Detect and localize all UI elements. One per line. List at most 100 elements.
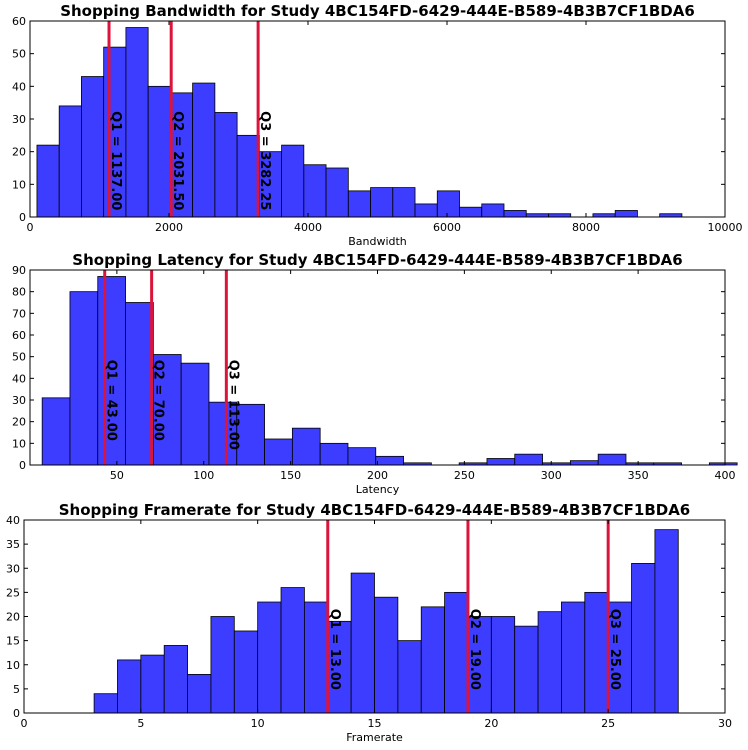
y-tick-label: 50 (12, 351, 26, 364)
histogram-bar (187, 674, 212, 714)
x-tick-label: 0 (21, 717, 28, 730)
quartile-label-q2: Q2 = 70.00 (151, 360, 166, 441)
chart-2: Shopping Latency for Study 4BC154FD-6429… (12, 251, 738, 496)
histogram-bar (374, 596, 399, 714)
quartile-label-q2: Q2 = 19.00 (467, 609, 482, 690)
histogram-bar (490, 616, 516, 714)
histogram-bar (420, 606, 446, 714)
x-tick-label: 50 (110, 469, 124, 482)
x-tick-label: 30 (718, 717, 732, 730)
histogram-bar (236, 134, 260, 218)
histogram-bar (370, 187, 394, 218)
x-axis-label: Latency (356, 483, 400, 496)
histogram-bar (257, 601, 282, 714)
chart-title: Shopping Bandwidth for Study 4BC154FD-64… (60, 2, 695, 20)
histogram-bar (147, 85, 171, 218)
histogram-bar (584, 591, 609, 714)
y-tick-label: 10 (12, 437, 26, 450)
x-tick-label: 0 (27, 221, 34, 234)
histogram-bar (41, 397, 71, 466)
histogram-bar (347, 447, 377, 466)
x-axis-label: Bandwidth (348, 235, 407, 248)
y-tick-label: 35 (6, 538, 20, 551)
y-tick-label: 90 (12, 264, 26, 277)
x-tick-label: 20 (484, 717, 498, 730)
x-tick-label: 4000 (294, 221, 322, 234)
x-axis-label: Framerate (346, 731, 403, 744)
y-tick-label: 40 (12, 372, 26, 385)
y-tick-label: 30 (12, 113, 26, 126)
y-tick-label: 10 (12, 178, 26, 191)
histogram-bar (180, 362, 210, 466)
y-tick-label: 10 (6, 659, 20, 672)
y-tick-label: 20 (6, 611, 20, 624)
chart-title: Shopping Latency for Study 4BC154FD-6429… (72, 251, 682, 269)
histogram-bar (58, 105, 82, 218)
histogram-bar (152, 354, 182, 466)
y-tick-label: 30 (6, 562, 20, 575)
histogram-bar (233, 630, 259, 714)
histogram-bar (514, 453, 543, 466)
chart-3: Shopping Framerate for Study 4BC154FD-64… (6, 501, 732, 744)
histogram-bar (397, 640, 422, 714)
histogram-bar (264, 438, 293, 466)
histogram-bar (436, 190, 460, 218)
histogram-bar (214, 112, 238, 218)
histogram-bar (319, 442, 349, 466)
x-tick-label: 250 (454, 469, 475, 482)
quartile-label-q2: Q2 = 2031.50 (170, 111, 185, 210)
x-tick-label: 350 (628, 469, 649, 482)
histogram-bar (481, 203, 505, 218)
histogram-bar (459, 206, 483, 218)
histogram-bar (125, 302, 154, 466)
histogram-bar (654, 529, 679, 714)
quartile-label-q3: Q3 = 25.00 (607, 609, 622, 690)
x-tick-label: 10000 (708, 221, 743, 234)
chart-1: Shopping Bandwidth for Study 4BC154FD-64… (12, 2, 743, 248)
histogram-bar (514, 625, 539, 714)
x-tick-label: 5 (137, 717, 144, 730)
histogram-bar (325, 167, 349, 218)
y-tick-label: 0 (13, 707, 20, 720)
y-tick-label: 0 (19, 211, 26, 224)
histogram-bar (303, 164, 327, 218)
histogram-bar (561, 601, 586, 714)
histogram-bar (303, 601, 329, 714)
histogram-bar (392, 187, 416, 218)
y-tick-label: 25 (6, 586, 20, 599)
histogram-bar (210, 616, 235, 714)
y-tick-label: 60 (12, 329, 26, 342)
y-tick-label: 40 (12, 80, 26, 93)
histogram-bar (117, 659, 142, 714)
y-tick-label: 60 (12, 15, 26, 28)
histogram-bar (36, 144, 60, 218)
histogram-bar (614, 210, 638, 218)
y-tick-label: 40 (6, 514, 20, 527)
histogram-bar (569, 460, 599, 466)
quartile-label-q1: Q1 = 1137.00 (108, 111, 123, 210)
x-tick-label: 2000 (155, 221, 183, 234)
histogram-bar (414, 203, 438, 218)
y-tick-label: 0 (19, 459, 26, 472)
histogram-bar (163, 645, 188, 714)
histogram-bar (503, 210, 527, 218)
histogram-bar (537, 611, 562, 714)
y-tick-label: 70 (12, 307, 26, 320)
histogram-bar (291, 427, 321, 466)
y-tick-label: 30 (12, 394, 26, 407)
quartile-label-q3: Q3 = 3282.25 (257, 111, 272, 210)
y-tick-label: 20 (12, 146, 26, 159)
histogram-bar (444, 591, 469, 714)
x-tick-label: 15 (368, 717, 382, 730)
y-tick-label: 5 (13, 683, 20, 696)
chart-title: Shopping Framerate for Study 4BC154FD-64… (59, 501, 691, 519)
quartile-label-q1: Q1 = 13.00 (327, 609, 342, 690)
y-tick-label: 15 (6, 635, 20, 648)
x-tick-label: 150 (280, 469, 301, 482)
x-tick-label: 25 (601, 717, 615, 730)
x-tick-label: 300 (541, 469, 562, 482)
x-tick-label: 6000 (433, 221, 461, 234)
histogram-bar (81, 76, 105, 218)
histogram-bar (236, 403, 265, 466)
